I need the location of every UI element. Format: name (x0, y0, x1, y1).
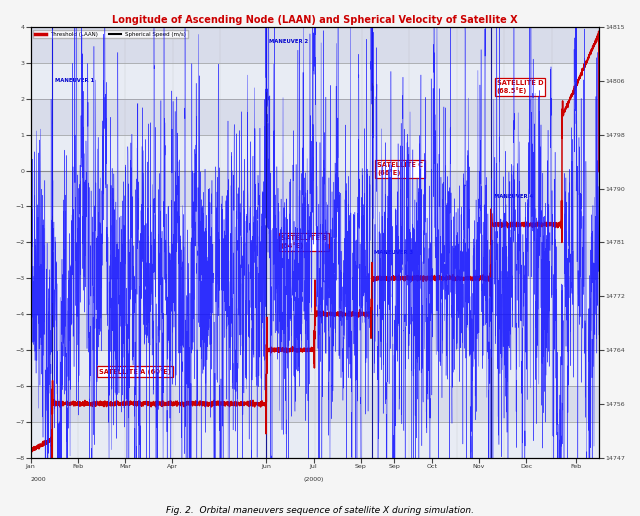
Bar (31, 422, 599, 458)
Bar (31, 206, 599, 243)
Text: (2000): (2000) (303, 477, 324, 482)
Bar (31, 278, 599, 314)
Text: MANEUVER 2: MANEUVER 2 (269, 39, 308, 44)
Bar (31, 243, 599, 278)
Text: SATELLITE C
(66°E): SATELLITE C (66°E) (377, 162, 423, 176)
Text: MANEUVER 3: MANEUVER 3 (374, 250, 413, 255)
Bar (31, 27, 599, 63)
Text: SATELLITE B
(64°E): SATELLITE B (64°E) (280, 235, 326, 249)
Bar (31, 135, 599, 171)
Bar (31, 350, 599, 386)
Bar (31, 171, 599, 206)
Text: SATELLITE A (60°E): SATELLITE A (60°E) (99, 368, 171, 375)
Legend: Threshold (LAAN), Spherical Speed (m/s): Threshold (LAAN), Spherical Speed (m/s) (33, 30, 188, 38)
Text: SATELLITE D
(68.5°E): SATELLITE D (68.5°E) (497, 80, 543, 94)
Bar (31, 386, 599, 422)
Text: MANEUVER 1: MANEUVER 1 (55, 78, 94, 83)
Title: Longitude of Ascending Node (LAAN) and Spherical Velocity of Satellite X: Longitude of Ascending Node (LAAN) and S… (112, 15, 518, 25)
Bar (31, 63, 599, 99)
Text: MANEUVER 4: MANEUVER 4 (493, 195, 533, 199)
Bar (31, 99, 599, 135)
Bar (31, 314, 599, 350)
Text: 2000: 2000 (31, 477, 46, 482)
Text: Fig. 2.  Orbital maneuvers sequence of satellite X during simulation.: Fig. 2. Orbital maneuvers sequence of sa… (166, 506, 474, 515)
